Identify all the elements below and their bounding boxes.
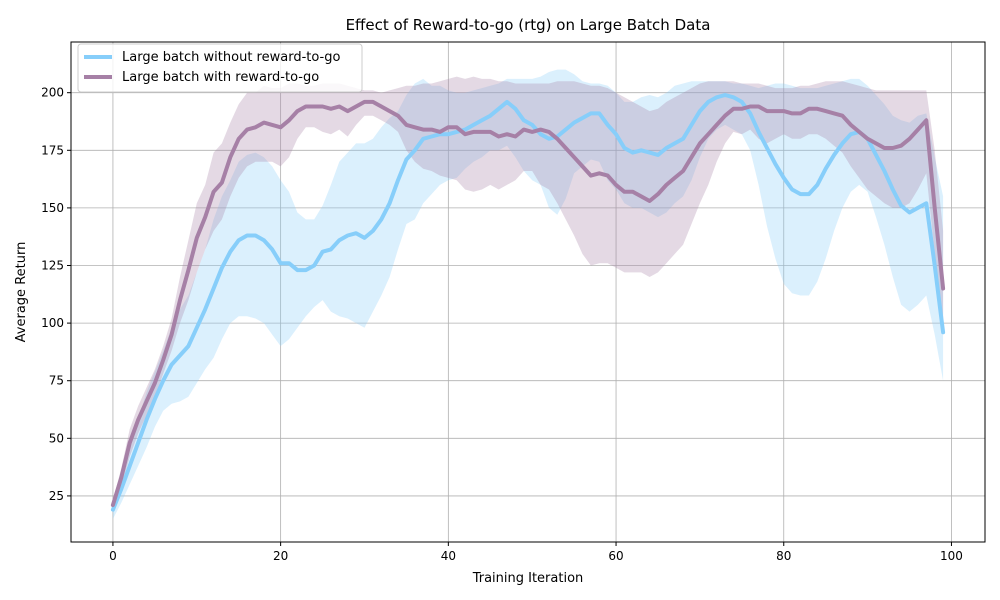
y-tick-label: 75 — [49, 374, 64, 388]
y-tick-label: 50 — [49, 431, 64, 445]
y-tick-label: 125 — [41, 259, 64, 273]
x-tick-label: 40 — [441, 549, 456, 563]
band-with-rtg — [112, 76, 944, 510]
y-tick-label: 100 — [41, 316, 64, 330]
confidence-bands — [112, 69, 944, 519]
legend-label-without-rtg: Large batch without reward-to-go — [122, 50, 340, 65]
legend: Large batch without reward-to-go Large b… — [77, 43, 363, 93]
line-without-rtg — [110, 93, 946, 512]
legend-box — [77, 43, 363, 93]
plot-frame — [70, 41, 986, 543]
y-tick-label: 175 — [41, 143, 64, 157]
y-tick-label: 150 — [41, 201, 64, 215]
chart-title: Effect of Reward-to-go (rtg) on Large Ba… — [346, 16, 711, 34]
x-axis-label: Training Iteration — [472, 571, 584, 586]
x-tick-label: 100 — [940, 549, 963, 563]
y-tick-label: 200 — [41, 86, 64, 100]
y-tick-label: 25 — [49, 489, 64, 503]
x-tick-label: 80 — [776, 549, 791, 563]
x-tick-label: 0 — [109, 549, 117, 563]
x-tick-label: 60 — [608, 549, 623, 563]
legend-label-with-rtg: Large batch with reward-to-go — [122, 70, 319, 85]
axis-ticks: 0 20 40 60 80 100 25 50 75 100 125 150 175 200 — [41, 86, 963, 563]
line-with-rtg — [110, 99, 946, 508]
band-without-rtg — [112, 69, 944, 519]
x-tick-label: 20 — [273, 549, 288, 563]
y-axis-label: Average Return — [14, 242, 29, 343]
series-lines — [110, 93, 946, 512]
